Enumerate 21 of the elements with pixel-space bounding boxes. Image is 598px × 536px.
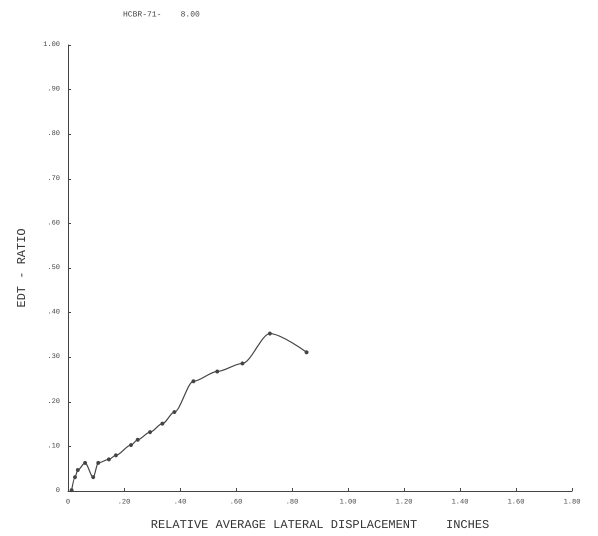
point: [70, 488, 74, 492]
point: [148, 430, 152, 434]
point: [268, 332, 272, 336]
point: [106, 457, 111, 462]
point: [240, 361, 244, 366]
x-axis-title: RELATIVE AVERAGE LATERAL DISPLACEMENT INCHES: [150, 518, 490, 532]
point: [136, 438, 140, 442]
point: [191, 379, 196, 384]
chart-title: HCBR-71- 8.00: [123, 10, 200, 20]
point: [160, 422, 164, 426]
point: [114, 453, 118, 458]
point: [76, 468, 80, 472]
point: [129, 443, 133, 448]
point: [91, 475, 96, 480]
point: [73, 475, 77, 480]
point: [304, 350, 309, 354]
y-axis-title: EDT - RATIO: [15, 228, 29, 308]
point: [215, 369, 220, 374]
point: [96, 460, 100, 465]
point: [172, 410, 176, 414]
point: [83, 460, 88, 465]
